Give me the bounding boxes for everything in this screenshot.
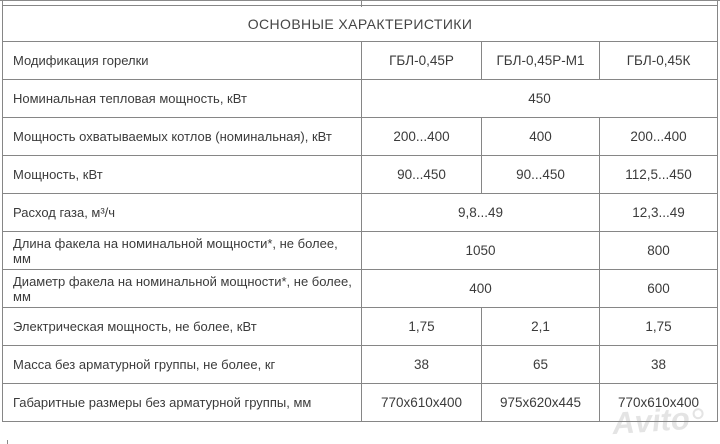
table-left-border (2, 1, 3, 7)
table-row: Номинальная тепловая мощность, кВт 450 (2, 79, 719, 118)
row-value: 770x610x400 (361, 383, 482, 422)
row-label: Мощность охватываемых котлов (номинальна… (2, 117, 362, 156)
table-title-row: ОСНОВНЫЕ ХАРАКТЕРИСТИКИ (1, 5, 719, 42)
row-value: 9,8...49 (361, 193, 600, 232)
row-value: 38 (361, 345, 482, 384)
row-label: Масса без арматурной группы, не более, к… (2, 345, 362, 384)
row-value: ГБЛ-0,45Р-М1 (481, 41, 600, 80)
specs-table: ОСНОВНЫЕ ХАРАКТЕРИСТИКИ Модификация горе… (1, 5, 719, 422)
row-value: 1,75 (598, 307, 719, 346)
row-value: 200...400 (361, 117, 482, 156)
row-label: Модификация горелки (2, 41, 362, 80)
row-value: 38 (598, 345, 719, 384)
table-row: Диаметр факела на номинальной мощности*,… (2, 269, 719, 308)
row-value: 1050 (361, 231, 600, 270)
table-row: Мощность охватываемых котлов (номинальна… (2, 117, 719, 156)
row-value: 975x620x445 (481, 383, 600, 422)
row-label: Расход газа, м³/ч (2, 193, 362, 232)
table-row: Масса без арматурной группы, не более, к… (2, 345, 719, 384)
row-label: Диаметр факела на номинальной мощности*,… (2, 269, 362, 308)
row-label: Электрическая мощность, не более, кВт (2, 307, 362, 346)
table-row: Модификация горелки ГБЛ-0,45Р ГБЛ-0,45Р-М1… (2, 41, 719, 80)
table-right-border (717, 1, 718, 7)
cutoff-row-bottom-border (7, 440, 8, 444)
table-row: Электрическая мощность, не более, кВт 1,7… (2, 307, 719, 346)
row-label: Длина факела на номинальной мощности*, н… (2, 231, 362, 270)
row-value: 200...400 (598, 117, 719, 156)
row-value: ГБЛ-0,45К (598, 41, 719, 80)
row-value: 90...450 (481, 155, 600, 194)
row-value: 12,3...49 (598, 193, 719, 232)
row-value: 770x610x400 (598, 383, 719, 422)
row-value: 1,75 (361, 307, 482, 346)
column-divider (361, 1, 362, 7)
row-label: Номинальная тепловая мощность, кВт (2, 79, 362, 118)
cutoff-row-top (0, 0, 720, 7)
row-value: 400 (361, 269, 600, 308)
table-title: ОСНОВНЫЕ ХАРАКТЕРИСТИКИ (1, 5, 719, 42)
row-value: 800 (598, 231, 719, 270)
row-value: 450 (360, 79, 719, 118)
row-value: 2,1 (481, 307, 600, 346)
row-label: Габаритные размеры без арматурной группы… (2, 383, 362, 422)
row-value: 65 (481, 345, 600, 384)
row-value: 90...450 (361, 155, 482, 194)
row-value: ГБЛ-0,45Р (361, 41, 482, 80)
specs-table-body: ОСНОВНЫЕ ХАРАКТЕРИСТИКИ Модификация горе… (1, 5, 719, 422)
row-label: Мощность, кВт (2, 155, 362, 194)
row-value: 400 (481, 117, 600, 156)
table-row: Мощность, кВт 90...450 90...450 112,5...450 (2, 155, 719, 194)
row-value: 600 (598, 269, 719, 308)
table-row: Длина факела на номинальной мощности*, н… (2, 231, 719, 270)
table-row: Габаритные размеры без арматурной группы… (2, 383, 719, 422)
row-value: 112,5...450 (598, 155, 719, 194)
table-row: Расход газа, м³/ч 9,8...49 12,3...49 (2, 193, 719, 232)
